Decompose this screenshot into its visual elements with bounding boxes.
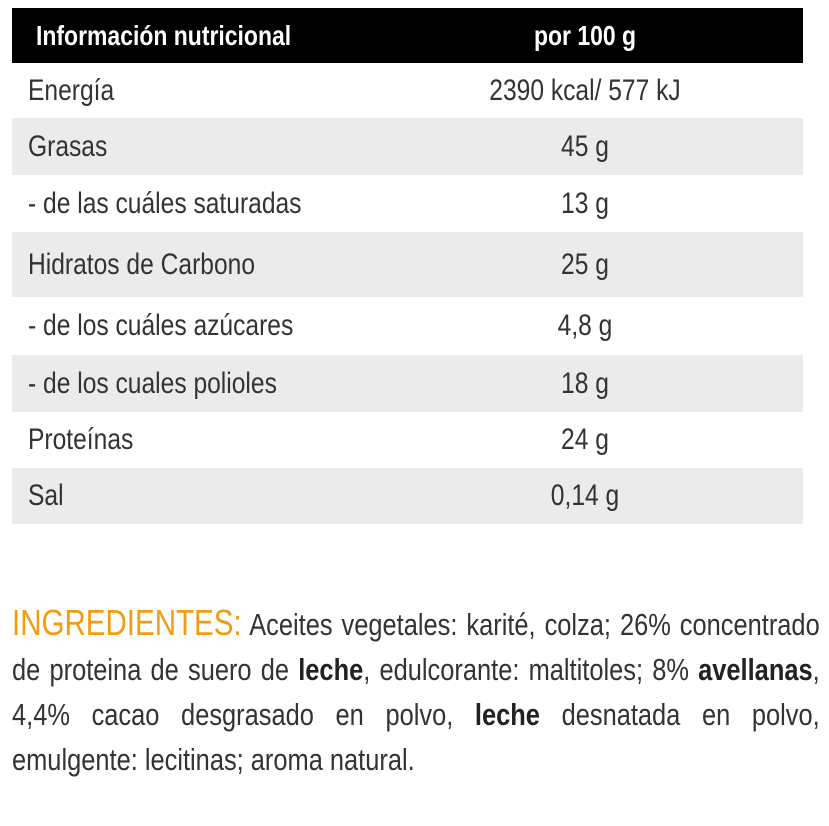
ingredient-text: Aceites vegetales: karité, colza; 26% co… — [12, 607, 820, 687]
allergen: leche — [474, 697, 540, 732]
row-label: Proteínas — [28, 423, 134, 456]
row-value: 24 g — [561, 423, 609, 456]
allergen: avellanas — [698, 652, 813, 687]
row-label: - de los cuales polioles — [28, 366, 277, 400]
table-row: Hidratos de Carbono 25 g — [12, 232, 803, 297]
row-value: 45 g — [561, 129, 609, 163]
row-label: Sal — [28, 479, 64, 512]
row-value: 4,8 g — [557, 309, 613, 342]
row-label: - de las cuáles saturadas — [28, 186, 302, 220]
row-value: 13 g — [561, 186, 609, 220]
row-value: por 100 g — [533, 19, 637, 51]
table-row: - de las cuáles saturadas 13 g — [12, 175, 803, 232]
row-value: 0,14 g — [550, 479, 620, 512]
ingredients: INGREDIENTES: Aceites vegetales: karité,… — [12, 600, 820, 782]
row-label: Información nutricional — [36, 19, 292, 51]
row-value: 25 g — [561, 247, 609, 281]
row-value: 2390 kcal/ 577 kJ — [489, 73, 681, 107]
row-label: Energía — [28, 73, 115, 107]
table-row: Grasas 45 g — [12, 118, 803, 175]
table-row: Energía 2390 kcal/ 577 kJ — [12, 63, 803, 118]
ingredient-text: , 4,4% cacao desgrasado en polvo, — [12, 652, 820, 732]
ingredients-label: INGREDIENTES: — [12, 602, 242, 643]
ingredient-text: , edulcorante: maltitoles; 8% — [363, 652, 699, 687]
row-label: - de los cuáles azúcares — [28, 309, 294, 342]
table-header: Información nutricional por 100 g — [12, 8, 803, 63]
row-value: 18 g — [561, 366, 609, 400]
table-row: - de los cuales polioles 18 g — [12, 355, 803, 412]
table-row: - de los cuáles azúcares 4,8 g — [12, 297, 803, 355]
allergen: leche — [298, 652, 364, 687]
nutrition-table: Información nutricional por 100 g Energía 2… — [12, 8, 803, 524]
row-label: Grasas — [28, 129, 108, 163]
row-label: Hidratos de Carbono — [28, 247, 255, 281]
table-row: Sal 0,14 g — [12, 468, 803, 524]
ingredient-text: desnatada en polvo, emulgente: lecitinas… — [12, 697, 820, 777]
table-row: Proteínas 24 g — [12, 412, 803, 468]
